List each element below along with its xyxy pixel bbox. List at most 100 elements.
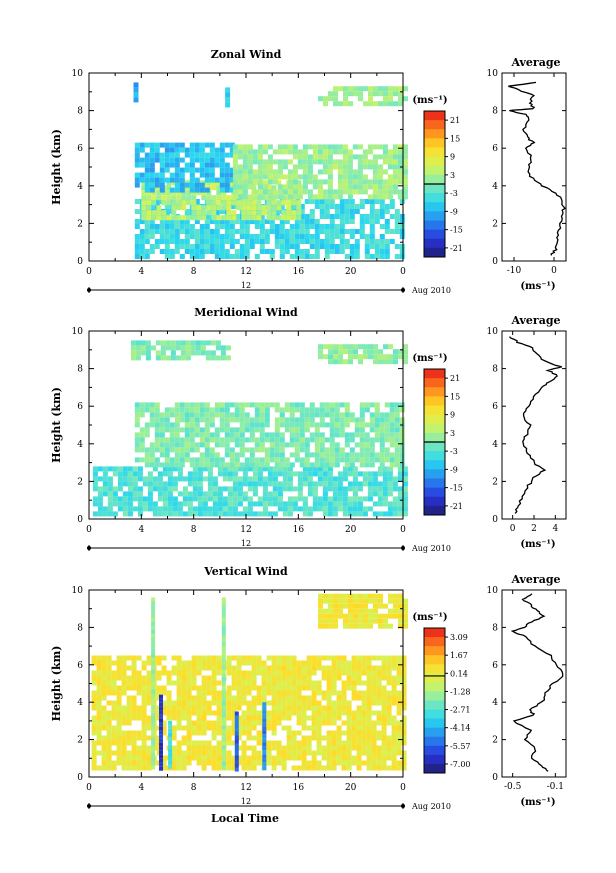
heatmap-cell <box>244 244 250 249</box>
heatmap-cell <box>312 501 318 507</box>
heatmap-cell <box>277 481 283 487</box>
heatmap-cell <box>121 750 127 756</box>
heatmap-cell <box>341 655 347 661</box>
heatmap-cell <box>229 254 235 259</box>
heatmap-cell <box>402 154 408 160</box>
heatmap-cell <box>236 685 242 691</box>
colorbar-tick-label: 0.14 <box>450 669 468 678</box>
heatmap-cell <box>106 670 112 676</box>
heatmap-cell <box>282 506 288 512</box>
heatmap-cell <box>314 442 320 448</box>
heatmap-cell <box>226 700 232 706</box>
heatmap-cell <box>384 209 390 214</box>
heatmap-cell <box>169 219 175 224</box>
heatmap-cell <box>351 745 357 751</box>
heatmap-cell <box>351 680 357 686</box>
heatmap-cell <box>393 101 398 107</box>
heatmap-cell <box>189 407 195 413</box>
heatmap-cell <box>264 417 270 423</box>
heatmap-cell <box>311 665 317 671</box>
heatmap-cell <box>211 675 217 681</box>
heatmap-cell <box>141 755 147 761</box>
heatmap-cell <box>261 690 267 696</box>
heatmap-cell <box>204 214 210 219</box>
heatmap-cell <box>387 149 393 155</box>
heatmap-cell <box>301 755 307 761</box>
heatmap-cell <box>296 690 302 696</box>
heatmap-cell <box>201 710 207 716</box>
heatmap-cell <box>286 735 292 741</box>
heatmap-cell <box>152 476 158 482</box>
heatmap-cell <box>387 184 393 190</box>
heatmap-cell <box>282 501 288 507</box>
heatmap-cell <box>232 179 238 185</box>
heatmap-cell <box>266 185 272 191</box>
heatmap-cell <box>159 219 165 224</box>
heatmap-cell <box>326 720 332 726</box>
heatmap-cell <box>161 690 167 696</box>
heatmap-cell <box>403 618 408 624</box>
heatmap-cell <box>204 177 210 183</box>
heatmap-cell <box>389 432 395 438</box>
y-tick-label: 4 <box>77 698 83 708</box>
streak-cell <box>234 751 239 756</box>
heatmap-cell <box>201 690 207 696</box>
heatmap-cell <box>202 511 208 517</box>
heatmap-cell <box>398 613 403 619</box>
heatmap-cell <box>229 432 235 438</box>
heatmap-cell <box>259 447 265 453</box>
heatmap-cell <box>311 705 317 711</box>
heatmap-cell <box>386 675 392 681</box>
heatmap-cell <box>111 660 117 666</box>
heatmap-cell <box>232 501 238 507</box>
heatmap-cell <box>224 417 230 423</box>
heatmap-cell <box>246 670 252 676</box>
heatmap-cell <box>299 427 305 433</box>
heatmap-cell <box>364 462 370 468</box>
heatmap-cell <box>191 730 197 736</box>
heatmap-cell <box>368 101 373 107</box>
heatmap-cell <box>204 152 210 158</box>
heatmap-cell <box>106 660 112 666</box>
heatmap-cell <box>339 219 345 224</box>
heatmap-cell <box>234 254 240 259</box>
heatmap-cell <box>266 200 272 206</box>
heatmap-cell <box>389 442 395 448</box>
heatmap-cell <box>191 670 197 676</box>
heatmap-cell <box>366 675 372 681</box>
heatmap-cell <box>146 675 152 681</box>
heatmap-cell <box>397 506 403 512</box>
heatmap-cell <box>379 447 385 453</box>
heatmap-cell <box>191 700 197 706</box>
heatmap-cell <box>394 214 400 219</box>
heatmap-cell <box>179 187 185 193</box>
heatmap-cell <box>197 501 203 507</box>
heatmap-cell <box>272 471 278 477</box>
heatmap-cell <box>204 239 210 244</box>
heatmap-cell <box>321 690 327 696</box>
heatmap-cell <box>192 496 198 502</box>
heatmap-cell <box>237 189 243 195</box>
heatmap-cell <box>236 680 242 686</box>
streak-cell <box>151 681 156 686</box>
heatmap-cell <box>348 354 353 360</box>
heatmap-cell <box>116 730 122 736</box>
heatmap-cell <box>379 457 385 463</box>
heatmap-cell <box>216 180 222 186</box>
heatmap-cell <box>92 476 98 482</box>
heatmap-cell <box>343 86 348 92</box>
heatmap-cell <box>272 511 278 517</box>
heatmap-cell <box>206 720 212 726</box>
heatmap-cell <box>374 457 380 463</box>
heatmap-cell <box>277 471 283 477</box>
heatmap-cell <box>372 154 378 160</box>
heatmap-cell <box>156 185 162 191</box>
heatmap-cell <box>136 730 142 736</box>
heatmap-cell <box>214 427 220 433</box>
heatmap-cell <box>328 344 333 350</box>
heatmap-cell <box>392 496 398 502</box>
heatmap-cell <box>204 457 210 463</box>
heatmap-cell <box>116 750 122 756</box>
heatmap-cell <box>312 144 318 150</box>
profile-x-label: (ms⁻¹) <box>520 281 555 292</box>
